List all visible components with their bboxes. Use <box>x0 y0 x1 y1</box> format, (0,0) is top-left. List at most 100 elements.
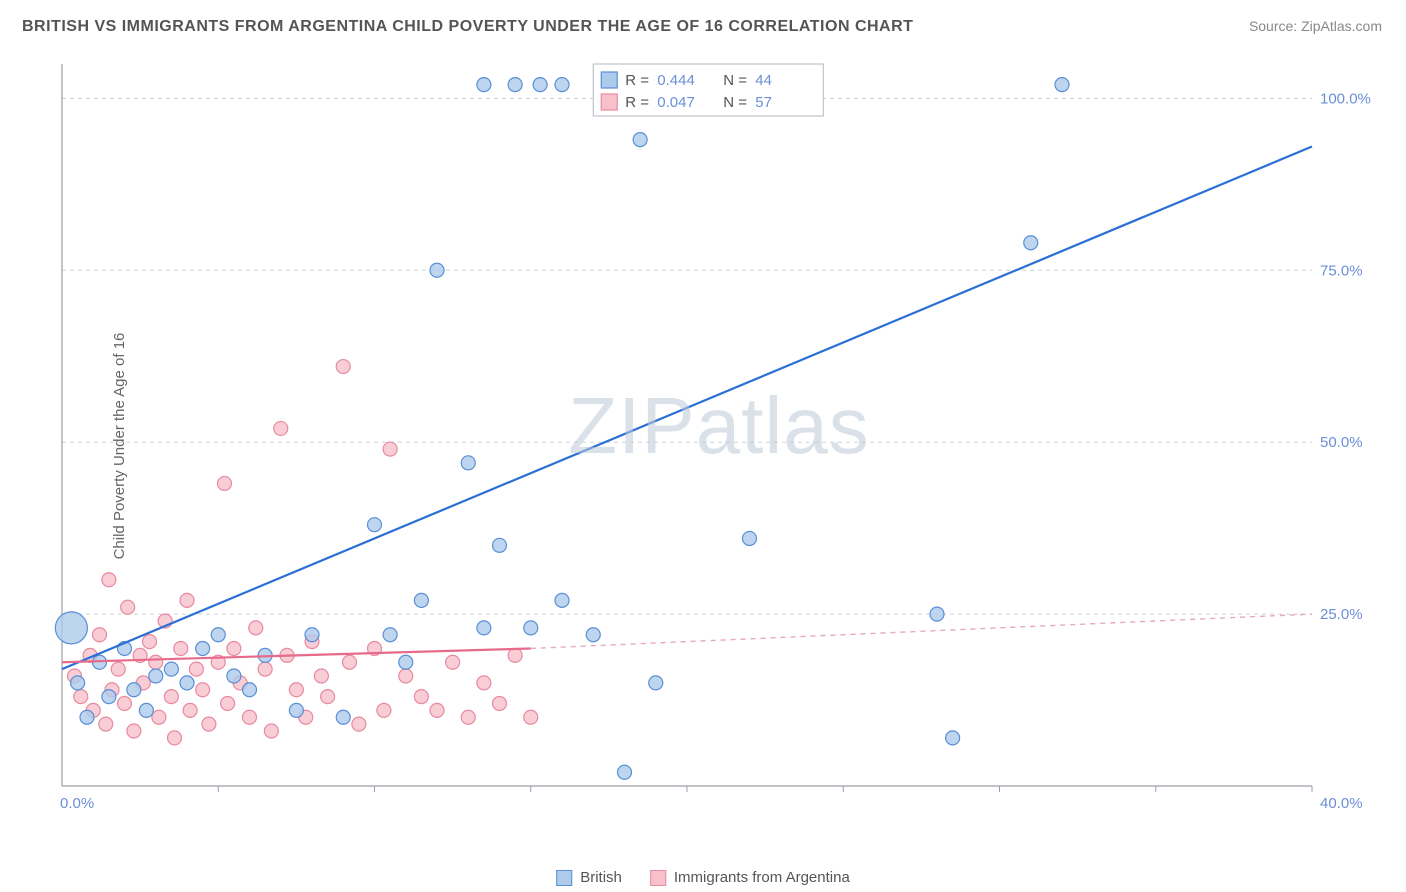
data-point <box>152 710 166 724</box>
y-tick-label: 25.0% <box>1320 606 1363 623</box>
data-point <box>149 669 163 683</box>
data-point <box>461 456 475 470</box>
data-point <box>74 690 88 704</box>
data-point <box>368 518 382 532</box>
data-point <box>321 690 335 704</box>
data-point <box>414 690 428 704</box>
data-point <box>493 538 507 552</box>
data-point <box>164 662 178 676</box>
data-point <box>633 133 647 147</box>
data-point <box>274 421 288 435</box>
data-point <box>139 703 153 717</box>
data-point <box>508 78 522 92</box>
regression-line-argentina <box>62 648 531 662</box>
data-point <box>93 628 107 642</box>
data-point <box>383 442 397 456</box>
data-point <box>164 690 178 704</box>
data-point <box>533 78 547 92</box>
data-point <box>430 703 444 717</box>
data-point <box>80 710 94 724</box>
data-point <box>477 78 491 92</box>
x-origin-label: 0.0% <box>60 795 94 812</box>
data-point <box>218 476 232 490</box>
data-point <box>289 683 303 697</box>
regression-line-argentina-dash <box>531 614 1312 648</box>
data-point <box>243 683 257 697</box>
data-point <box>930 607 944 621</box>
data-point <box>477 676 491 690</box>
swatch-icon <box>650 870 666 886</box>
data-point <box>352 717 366 731</box>
legend-item-argentina: Immigrants from Argentina <box>650 869 850 886</box>
data-point <box>227 641 241 655</box>
data-point <box>221 696 235 710</box>
data-point <box>430 263 444 277</box>
scatter-plot: 25.0%50.0%75.0%100.0%0.0%40.0%R =0.444N … <box>54 56 1384 826</box>
source-label: Source: ZipAtlas.com <box>1249 18 1382 34</box>
legend-item-british: British <box>556 869 622 886</box>
data-point <box>243 710 257 724</box>
y-tick-label: 75.0% <box>1320 262 1363 279</box>
swatch-icon <box>556 870 572 886</box>
data-point <box>336 360 350 374</box>
x-max-label: 40.0% <box>1320 795 1363 812</box>
data-point <box>211 628 225 642</box>
data-point <box>180 593 194 607</box>
svg-text:0.047: 0.047 <box>657 94 695 111</box>
data-point <box>586 628 600 642</box>
data-point <box>196 683 210 697</box>
data-point <box>264 724 278 738</box>
data-point <box>99 717 113 731</box>
svg-text:57: 57 <box>755 94 772 111</box>
data-point <box>249 621 263 635</box>
data-point <box>289 703 303 717</box>
data-point <box>343 655 357 669</box>
data-point <box>189 662 203 676</box>
swatch-icon <box>601 94 617 110</box>
data-point <box>55 612 87 644</box>
data-point <box>102 573 116 587</box>
svg-text:44: 44 <box>755 72 772 89</box>
data-point <box>446 655 460 669</box>
data-point <box>111 662 125 676</box>
data-point <box>493 696 507 710</box>
data-point <box>399 655 413 669</box>
data-point <box>508 648 522 662</box>
data-point <box>174 641 188 655</box>
legend-label: British <box>580 869 622 886</box>
data-point <box>1055 78 1069 92</box>
data-point <box>743 531 757 545</box>
data-point <box>127 724 141 738</box>
data-point <box>649 676 663 690</box>
svg-text:R =: R = <box>625 72 649 89</box>
data-point <box>461 710 475 724</box>
data-point <box>168 731 182 745</box>
svg-text:R =: R = <box>625 94 649 111</box>
data-point <box>399 669 413 683</box>
data-point <box>118 696 132 710</box>
svg-text:N =: N = <box>723 72 747 89</box>
data-point <box>121 600 135 614</box>
y-tick-label: 50.0% <box>1320 434 1363 451</box>
data-point <box>102 690 116 704</box>
svg-text:N =: N = <box>723 94 747 111</box>
data-point <box>618 765 632 779</box>
chart-title: BRITISH VS IMMIGRANTS FROM ARGENTINA CHI… <box>22 18 913 36</box>
data-point <box>946 731 960 745</box>
data-point <box>314 669 328 683</box>
svg-text:0.444: 0.444 <box>657 72 695 89</box>
data-point <box>183 703 197 717</box>
data-point <box>524 621 538 635</box>
data-point <box>524 710 538 724</box>
data-point <box>336 710 350 724</box>
data-point <box>202 717 216 731</box>
data-point <box>127 683 141 697</box>
data-point <box>227 669 241 683</box>
data-point <box>143 635 157 649</box>
bottom-legend: British Immigrants from Argentina <box>556 869 850 886</box>
data-point <box>377 703 391 717</box>
legend-label: Immigrants from Argentina <box>674 869 850 886</box>
data-point <box>555 78 569 92</box>
data-point <box>196 641 210 655</box>
plot-area: 25.0%50.0%75.0%100.0%0.0%40.0%R =0.444N … <box>54 56 1384 826</box>
